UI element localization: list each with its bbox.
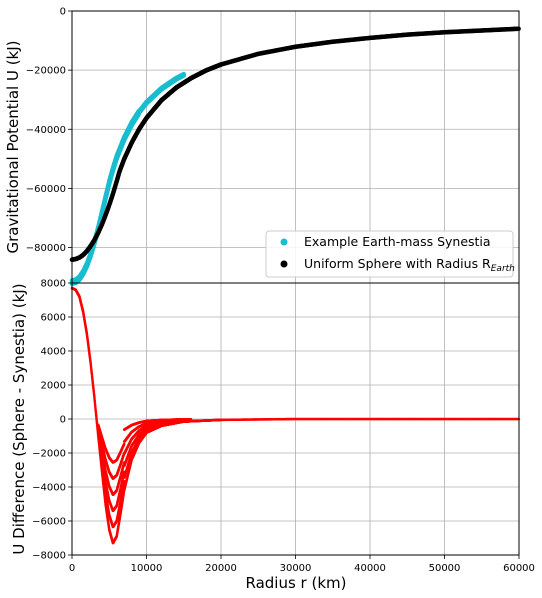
top-y-axis-label: Gravitational Potential U (kJ) xyxy=(4,40,22,253)
difference-point xyxy=(94,408,97,412)
legend-marker-synestia xyxy=(280,238,288,246)
difference-point xyxy=(95,416,98,419)
difference-point xyxy=(93,403,97,406)
difference-point xyxy=(95,418,98,421)
difference-point xyxy=(93,397,96,401)
synestia-point xyxy=(181,71,186,77)
legend-marker-sphere xyxy=(280,260,288,268)
legend-label-sphere: Uniform Sphere with Radius REarth xyxy=(304,256,515,274)
difference-point xyxy=(93,395,96,399)
difference-point xyxy=(93,401,97,404)
top-y-tick-label: −80000 xyxy=(26,243,66,254)
legend-label-sphere-main: Uniform Sphere with Radius R xyxy=(304,256,491,271)
difference-point xyxy=(93,399,97,402)
difference-point xyxy=(122,442,126,446)
difference-point xyxy=(94,414,98,417)
legend-label-synestia: Example Earth-mass Synestia xyxy=(304,234,491,249)
difference-point xyxy=(94,406,97,410)
potential-panel: 0 −20000 −40000 −60000 −80000 Gravitational … xyxy=(4,7,521,286)
difference-point xyxy=(122,479,126,483)
top-y-tick-label: −60000 xyxy=(26,184,66,195)
top-data-points xyxy=(69,26,521,286)
top-y-tick-label: −40000 xyxy=(26,125,66,136)
difference-point xyxy=(94,412,98,416)
top-y-tick-label: −20000 xyxy=(26,66,66,77)
bottom-data-points xyxy=(70,286,520,545)
top-grid xyxy=(71,10,520,283)
legend: Example Earth-mass Synestia Uniform Sphe… xyxy=(265,230,515,278)
legend-box xyxy=(265,230,514,278)
difference-point xyxy=(95,421,99,425)
difference-point xyxy=(95,419,99,423)
top-y-tick-label: 0 xyxy=(60,7,66,18)
difference-point xyxy=(93,404,97,408)
legend-label-sphere-subscript: Earth xyxy=(491,264,515,274)
difference-point xyxy=(94,410,98,414)
top-y-ticks: 0 −20000 −40000 −60000 −80000 xyxy=(26,7,72,254)
